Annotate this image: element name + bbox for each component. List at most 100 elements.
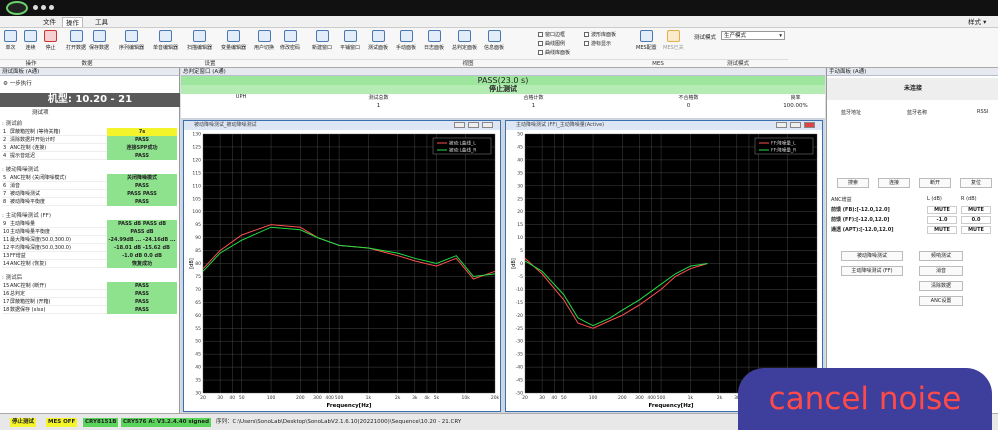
x-tick-label: 5k — [434, 395, 440, 401]
test-row[interactable]: 16 总判定 PASS — [2, 290, 177, 298]
change-password-button[interactable]: 修改密码 — [280, 30, 300, 51]
disconnect-button[interactable]: 断开 — [919, 178, 951, 188]
maximize-button[interactable] — [790, 122, 801, 128]
group-label-operate: 操作 — [0, 59, 62, 67]
group-header[interactable]: : 被动降噪测试 — [2, 167, 39, 173]
anc-gain-spinner[interactable]: MUTE — [961, 226, 991, 234]
mes-off-icon — [666, 30, 680, 42]
group-header[interactable]: : 主动降噪测试 (FF) — [2, 213, 51, 219]
x-tick-label: 300 — [313, 395, 322, 401]
single-run-button[interactable]: 单次 — [4, 30, 17, 51]
model-banner: 机型: 10.20 - 21 — [0, 93, 180, 107]
window-border-checkbox[interactable]: 窗口边框 — [538, 31, 565, 38]
style-menu[interactable]: 样式 ▾ — [968, 18, 987, 26]
info-panel-button[interactable]: 信息面板 — [484, 30, 504, 51]
new-window-button[interactable]: 新建窗口 — [312, 30, 332, 51]
anc-settings-button[interactable]: ANC设置 — [919, 296, 963, 306]
test-row[interactable]: 8 被动降噪平衡度 PASS — [2, 198, 177, 206]
loop-icon — [24, 30, 37, 42]
step-run-button[interactable]: ⚙ 一步执行 — [3, 79, 32, 87]
test-row[interactable]: 9 主动降噪量 PASS dB PASS dB — [2, 220, 177, 228]
test-row[interactable]: 2 清除数据并开始计时 PASS — [2, 136, 177, 144]
step-number: 15 — [3, 283, 10, 289]
tile-windows-button[interactable]: 平铺窗口 — [340, 30, 360, 51]
label: 打开数据 — [66, 45, 87, 51]
label: 用户切换 — [254, 45, 275, 51]
manual-panel: 手动面板 (A通) 未连接 蓝牙地址 蓝牙名称 RSSI 搜索 连接 断开 复位… — [826, 68, 998, 413]
mes-config-button[interactable]: MES配置 — [636, 30, 657, 51]
active-nc-test-button[interactable]: 主动降噪测试 (FF) — [841, 266, 903, 276]
sequence-editor-button[interactable]: 序列编辑器 — [119, 30, 144, 51]
label: 游标显示 — [591, 41, 612, 47]
anc-gain-spinner[interactable]: MUTE — [961, 206, 991, 214]
user-switch-button[interactable]: 用户切换 — [254, 30, 274, 51]
save-data-button[interactable]: 保存数据 — [89, 30, 109, 51]
curve-library-checkbox[interactable]: 曲线库面板 — [538, 49, 570, 56]
cursor-display-checkbox[interactable]: 游标显示 — [584, 40, 611, 47]
test-mode-select[interactable]: 生产模式 ▾ — [721, 31, 785, 40]
y-tick-label: 110 — [192, 183, 201, 189]
group-header[interactable]: : 测试后 — [2, 275, 23, 281]
test-row[interactable]: 14 ANC控制 (恢复) 恢复成功 — [2, 260, 177, 268]
test-row[interactable]: 6 消音 PASS — [2, 182, 177, 190]
close-button[interactable] — [804, 122, 815, 128]
step-name: 平均降噪深度(50.0,300.0) — [10, 245, 71, 251]
test-row[interactable]: 13 FF增益 -1.0 dB 0.0 dB — [2, 252, 177, 260]
anc-gain-spinner[interactable]: MUTE — [927, 206, 957, 214]
test-row[interactable]: 18 数据保存 (xlsx) PASS — [2, 306, 177, 314]
passive-nc-test-button[interactable]: 被动降噪测试 — [841, 251, 903, 261]
window-controls[interactable] — [33, 5, 57, 12]
step-result: -24.99dB ... -24.16dB ... — [107, 236, 177, 244]
menu-tools[interactable]: 工具 — [95, 18, 108, 26]
tone-editor-button[interactable]: 单音编辑器 — [153, 30, 178, 51]
open-data-button[interactable]: 打开数据 — [66, 30, 86, 51]
reset-button[interactable]: 复位 — [960, 178, 992, 188]
label: 新建窗口 — [312, 45, 333, 51]
anc-gain-spinner[interactable]: MUTE — [927, 226, 957, 234]
freq-response-test-button[interactable]: 频响测试 — [919, 251, 963, 261]
continuous-button[interactable]: 连续 — [24, 30, 37, 51]
test-row[interactable]: 15 ANC控制 (断开) PASS — [2, 282, 177, 290]
test-row[interactable]: 7 被动降噪测试 PASS PASS — [2, 190, 177, 198]
test-row[interactable]: 11 最大降噪深度(50.0,300.0) -24.99dB ... -24.16d… — [2, 236, 177, 244]
step-name: 被动降噪测试 — [10, 191, 41, 197]
search-button[interactable]: 搜索 — [837, 178, 869, 188]
menu-operate[interactable]: 操作 — [62, 17, 83, 27]
test-row[interactable]: 17 屏蔽箱控制 (开箱) PASS — [2, 298, 177, 306]
x-tick-label: 30 — [217, 395, 223, 401]
test-panel-button[interactable]: 测试面板 — [368, 30, 388, 51]
manual-panel-button[interactable]: 手动面板 — [396, 30, 416, 51]
waveform-library-checkbox[interactable]: 波形库面板 — [584, 31, 616, 38]
step-number: 5 — [3, 175, 7, 181]
step-name: 主动降噪量平衡度 — [10, 229, 51, 235]
log-panel-button[interactable]: 日志面板 — [424, 30, 444, 51]
menu-file[interactable]: 文件 — [43, 18, 56, 26]
minimize-button[interactable] — [776, 122, 787, 128]
mute-button[interactable]: 消音 — [919, 266, 963, 276]
minimize-button[interactable] — [454, 122, 465, 128]
close-button[interactable] — [482, 122, 493, 128]
test-row[interactable]: 3 ANC控制 (连接) 连接SPP成功 — [2, 144, 177, 152]
test-row[interactable]: 4 提示音延迟 PASS — [2, 152, 177, 160]
test-row[interactable]: 12 平均降噪深度(50.0,300.0) -18.01 dB -15.62 dB — [2, 244, 177, 252]
y-tick-label: 115 — [192, 170, 201, 176]
test-row[interactable]: 1 屏蔽箱控制 (等待关箱) 7s — [2, 128, 177, 136]
verdict-panel-button[interactable]: 总判定面板 — [452, 30, 477, 51]
x-tick-label: 1k — [366, 395, 372, 401]
test-row[interactable]: 10 主动降噪量平衡度 PASS dB — [2, 228, 177, 236]
test-row[interactable]: 5 ANC控制 (关闭降噪模式) 关闭降噪模式 — [2, 174, 177, 182]
clear-data-button[interactable]: 清除数据 — [919, 281, 963, 291]
label: 总判定面板 — [452, 45, 478, 51]
sweep-editor-button[interactable]: 扫描编辑器 — [187, 30, 212, 51]
stop-button[interactable]: 停止 — [44, 30, 57, 51]
anc-gain-spinner[interactable]: -1.0 — [927, 216, 957, 224]
maximize-button[interactable] — [468, 122, 479, 128]
mes-off-button[interactable]: MES已关 — [663, 30, 684, 51]
curve-legend-checkbox[interactable]: 曲线图例 — [538, 40, 565, 47]
group-header[interactable]: : 测试前 — [2, 121, 23, 127]
step-name: ANC控制 (恢复) — [10, 261, 47, 267]
variable-editor-button[interactable]: 变量编辑器 — [221, 30, 246, 51]
tile-icon — [343, 30, 357, 42]
anc-gain-spinner[interactable]: 0.0 — [961, 216, 991, 224]
connect-button[interactable]: 连接 — [878, 178, 910, 188]
